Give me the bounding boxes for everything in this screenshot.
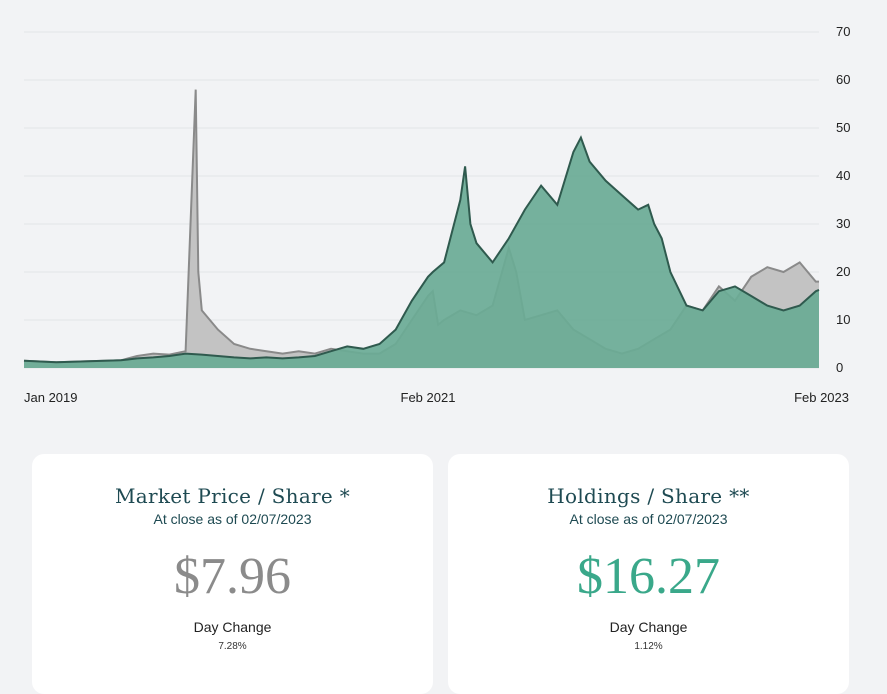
y-tick-label: 40 (836, 168, 850, 183)
x-tick-label: Feb 2021 (401, 390, 456, 405)
y-tick-label: 10 (836, 312, 850, 327)
holdings-day-change-value: 1.12% (634, 641, 663, 652)
holdings-subtitle: At close as of 02/07/2023 (569, 511, 728, 527)
y-tick-label: 0 (836, 360, 843, 375)
x-tick-label: Jan 2019 (24, 390, 78, 405)
market-price-day-change-value: 7.28% (218, 641, 247, 652)
x-tick-label: Feb 2023 (794, 390, 849, 405)
y-tick-label: 60 (836, 72, 850, 87)
holdings-value: $16.27 (577, 548, 720, 605)
y-tick-label: 30 (836, 216, 850, 231)
y-tick-label: 20 (836, 264, 850, 279)
x-axis-ticks: Jan 2019 Feb 2021 Feb 2023 (24, 390, 849, 405)
market-price-subtitle: At close as of 02/07/2023 (153, 511, 312, 527)
chart-areas (23, 89, 820, 368)
series-area-1 (24, 137, 819, 368)
holdings-title: Holdings / Share ** (547, 484, 750, 508)
price-chart: 0 10 20 30 40 50 60 70 Jan 2019 Feb 2021 Feb 2023 (23, 24, 850, 405)
series-line-1 (23, 135, 820, 364)
market-price-value: $7.96 (174, 548, 291, 605)
y-axis-ticks: 0 10 20 30 40 50 60 70 (836, 24, 850, 375)
market-price-title: Market Price / Share * (114, 484, 351, 508)
y-tick-label: 50 (836, 120, 850, 135)
holdings-day-change-label: Day Change (609, 619, 688, 635)
market-price-day-change-label: Day Change (193, 619, 272, 635)
holdings-card: Holdings / Share ** At close as of 02/07… (448, 454, 849, 694)
y-tick-label: 70 (836, 24, 850, 39)
market-price-card: Market Price / Share * At close as of 02… (32, 454, 433, 694)
chart-grid (24, 31, 819, 369)
